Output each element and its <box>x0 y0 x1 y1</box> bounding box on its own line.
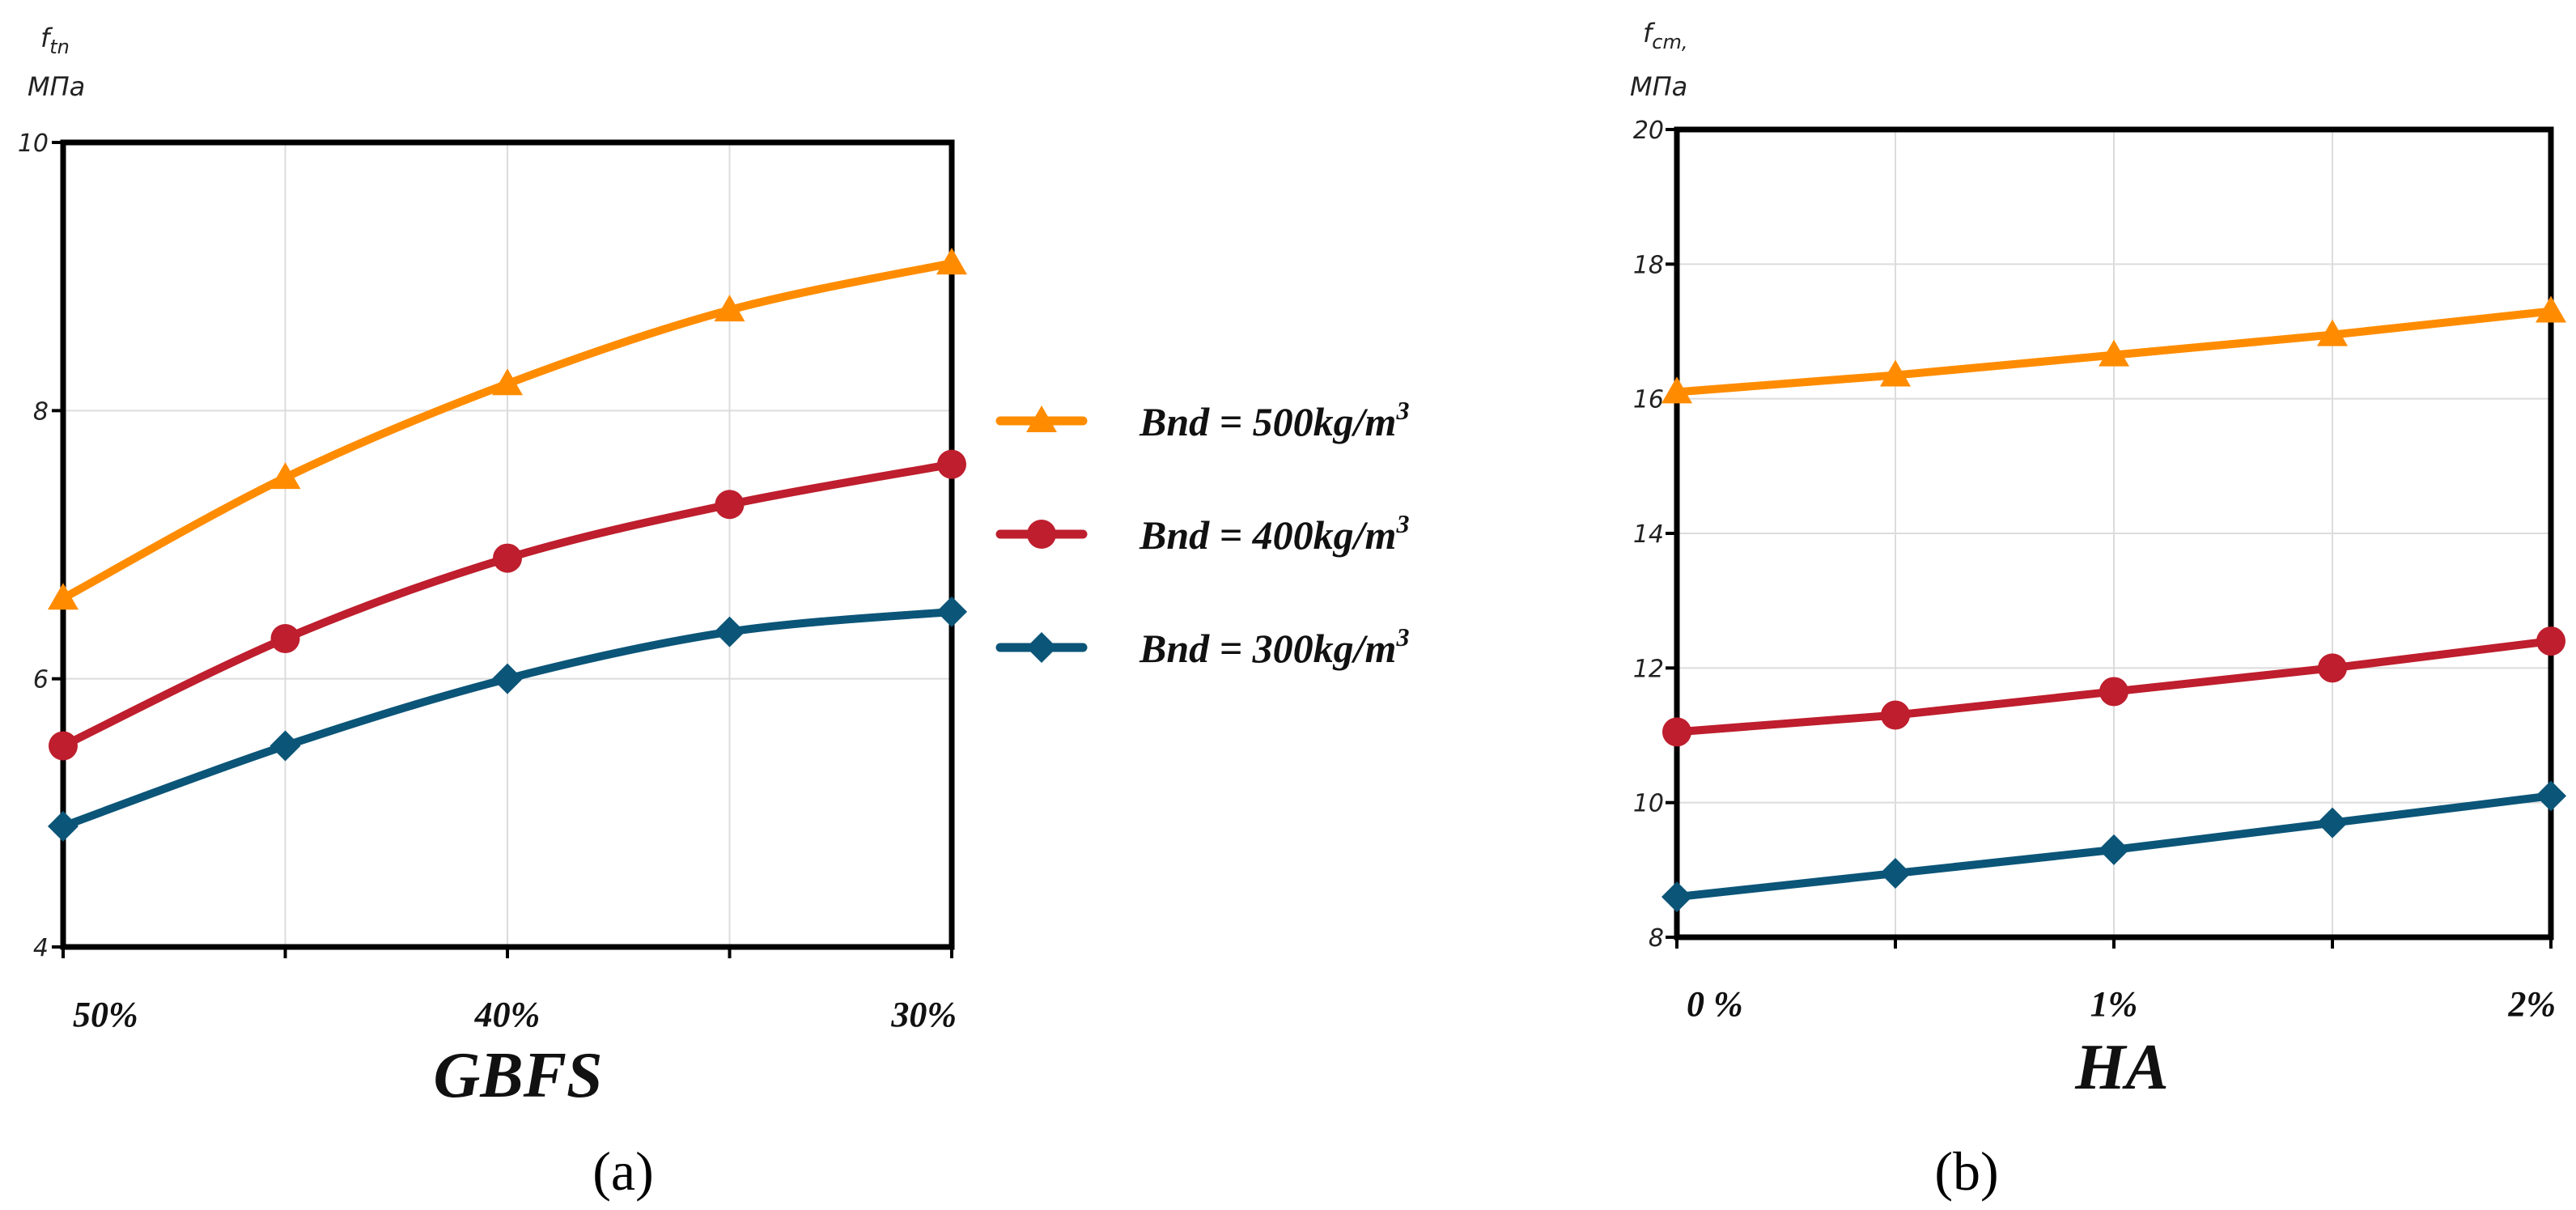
legend-item: Bnd = 300kg/m3 <box>995 622 1409 671</box>
chart-a-point-triangle <box>269 462 301 490</box>
chart-a-point-diamond <box>48 810 79 842</box>
chart-b-xtick-label: 0 % <box>1687 984 1743 1024</box>
chart-b-point-circle <box>2536 626 2565 656</box>
chart-b-ytick-label: 12 <box>1633 655 1664 683</box>
chart-a-point-triangle <box>936 248 967 275</box>
chart-a-point-triangle <box>714 295 745 322</box>
chart-b-point-circle <box>2318 653 2347 683</box>
chart-a-point-circle <box>270 623 300 653</box>
chart-b-point-triangle <box>2099 339 2129 367</box>
chart-a-point-circle <box>49 731 78 761</box>
chart-b-point-diamond <box>2317 807 2348 839</box>
chart-b-point-diamond <box>2536 780 2566 812</box>
chart-a-point-circle <box>715 490 745 520</box>
chart-b-point-diamond <box>1661 881 1692 913</box>
chart-a-point-triangle <box>492 368 523 396</box>
chart-a-point-diamond <box>714 616 745 647</box>
chart-b-point-triangle <box>1880 359 1911 387</box>
chart-b-point-diamond <box>1880 857 1911 889</box>
chart-a-xlabel: GBFS <box>434 1040 603 1111</box>
chart-a-point-diamond <box>492 663 523 694</box>
chart-a-xtick-label: 30% <box>890 995 957 1034</box>
legend-marker <box>1027 520 1056 549</box>
chart-a-ytick-label: 4 <box>33 934 49 962</box>
chart-b-ytick-label: 16 <box>1633 386 1664 414</box>
chart-a-ytick-label: 6 <box>33 666 49 694</box>
chart-a-ylabel: ftn <box>40 23 70 58</box>
chart-b-point-circle <box>1881 700 1910 730</box>
chart-b-ytick-label: 8 <box>1649 924 1664 953</box>
chart-b-point-circle <box>1662 717 1691 747</box>
legend-label: Bnd = 400kg/m3 <box>1139 509 1409 558</box>
chart-b-ytick-label: 20 <box>1633 117 1664 145</box>
chart-b-xlabel: HA <box>2074 1032 2169 1103</box>
chart-a-point-diamond <box>269 730 301 762</box>
chart-b-point-triangle <box>2317 319 2348 346</box>
legend-label: Bnd = 500kg/m3 <box>1139 396 1409 444</box>
chart-b-ylabel-unit: МПа <box>1630 71 1687 102</box>
chart-a-point-circle <box>937 449 966 479</box>
chart-a-point-diamond <box>936 596 967 627</box>
chart-b-point-diamond <box>2099 834 2129 865</box>
chart-b-ytick-label: 14 <box>1633 520 1664 549</box>
chart-a-xtick-label: 50% <box>73 995 138 1034</box>
legend-marker <box>1026 632 1057 663</box>
chart-a-xtick-label: 40% <box>474 995 541 1034</box>
chart-a-point-circle <box>493 543 522 573</box>
chart-b: 8 10 12 14 16 18 20 0 % 1% 2% fcm, МПа HA (b) <box>1630 18 2566 1202</box>
legend-item: Bnd = 500kg/m3 <box>995 396 1409 444</box>
legend: Bnd = 500kg/m3 Bnd = 400kg/m3 Bnd = 300kg/… <box>995 396 1409 671</box>
chart-b-ylabel: fcm, <box>1643 18 1687 53</box>
chart-b-ytick-label: 18 <box>1633 251 1664 279</box>
chart-b-point-triangle <box>1661 376 1692 404</box>
chart-a: 4 6 8 10 50% 40% 30% ftn МПа GBFS (a) <box>18 23 967 1202</box>
legend-item: Bnd = 400kg/m3 <box>995 509 1409 558</box>
chart-b-ytick-label: 10 <box>1633 790 1664 818</box>
chart-a-point-triangle <box>48 583 79 610</box>
chart-b-point-circle <box>2099 677 2128 707</box>
chart-a-ylabel-unit: МПа <box>28 71 85 102</box>
legend-label: Bnd = 300kg/m3 <box>1139 622 1409 671</box>
chart-a-panel-label: (a) <box>592 1140 653 1202</box>
chart-a-ytick-label: 8 <box>33 397 49 426</box>
chart-a-ytick-label: 10 <box>18 129 49 158</box>
chart-b-xtick-label: 2% <box>2507 984 2556 1024</box>
chart-b-panel-label: (b) <box>1934 1140 1998 1202</box>
legend-marker <box>1026 405 1057 432</box>
chart-b-point-triangle <box>2536 295 2566 323</box>
chart-b-xtick-label: 1% <box>2090 984 2138 1024</box>
